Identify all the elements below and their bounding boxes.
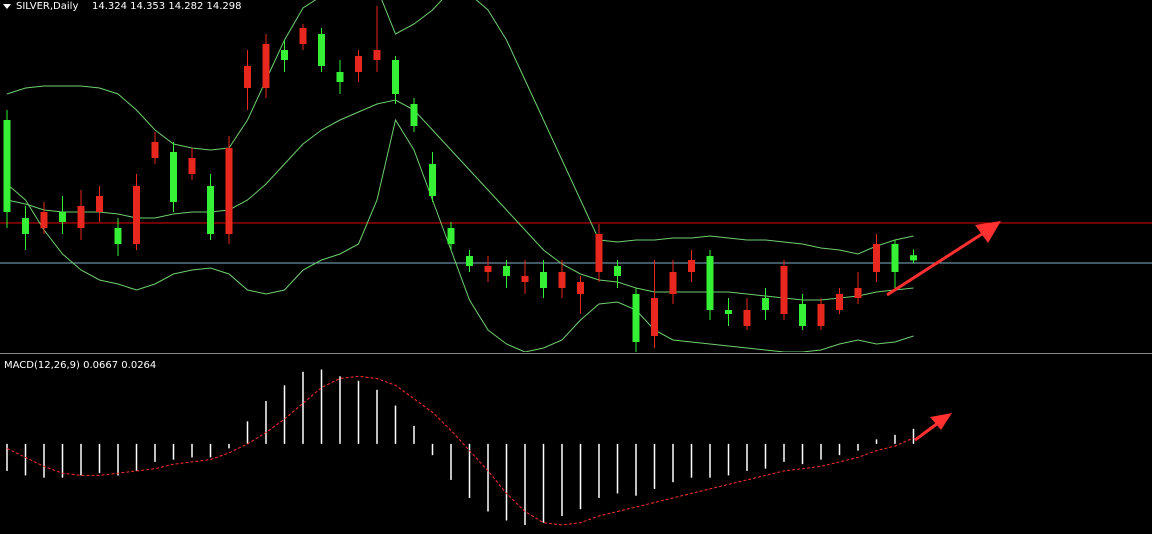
arrow-head [930, 413, 952, 430]
candle-body [244, 66, 251, 88]
candle-body [133, 186, 140, 244]
candle-body [558, 272, 566, 288]
arrow-shaft [914, 421, 939, 442]
candle-body [40, 212, 48, 228]
bollinger-upper [6, 0, 914, 255]
candle-body [373, 50, 381, 60]
arrow-shaft [886, 232, 983, 297]
candle-body [77, 206, 85, 228]
candle-body [614, 266, 621, 276]
candle-body [225, 148, 233, 234]
menu-triangle[interactable] [3, 4, 11, 9]
candle-body [521, 276, 529, 282]
candle-body [336, 72, 344, 82]
candle-body [651, 298, 658, 336]
bollinger-lower [6, 118, 914, 352]
candle-body [188, 158, 196, 174]
macd-panel [6, 369, 915, 526]
candle-body [207, 186, 214, 234]
chart-title: SILVER,Daily [16, 1, 78, 12]
candle-body [873, 244, 880, 272]
candle-body [780, 266, 788, 314]
candle-body [484, 266, 492, 272]
arrow-price [886, 221, 1001, 297]
arrow-head [975, 221, 1001, 243]
arrow-macd [914, 413, 952, 442]
candle-body [836, 294, 843, 310]
candle-body [725, 310, 732, 314]
candle-body [577, 282, 584, 294]
candle-body [355, 56, 362, 72]
candle-body [669, 272, 677, 294]
candle-body [799, 304, 806, 326]
candle-body [743, 310, 751, 326]
candle-body [96, 196, 103, 212]
candle-body [22, 218, 29, 234]
candle-body [3, 120, 11, 212]
signal-line [6, 375, 914, 526]
candle-body [817, 304, 825, 326]
candle-body [318, 34, 325, 66]
candle-body [762, 298, 769, 310]
candle-body [447, 228, 455, 244]
chart-subtitle: 14.324 14.353 14.282 14.298 [92, 1, 242, 12]
candle-body [170, 152, 177, 202]
candle-body [59, 212, 66, 222]
candle-body [392, 60, 399, 94]
candle-body [151, 142, 159, 158]
candle-body [910, 255, 917, 261]
candle-body [706, 256, 714, 310]
candle-body [688, 260, 695, 272]
candle-body [854, 288, 862, 298]
candle-body [595, 234, 603, 272]
candle-body [281, 50, 288, 60]
candle-body [632, 294, 640, 342]
candle-body [429, 164, 436, 196]
macd-title: MACD(12,26,9) 0.0667 0.0264 [4, 360, 156, 371]
candle-body [410, 104, 418, 126]
candle-body [891, 244, 899, 272]
price-panel [0, 0, 1152, 352]
candle-body [299, 28, 307, 44]
candle-body [114, 228, 122, 244]
bollinger-middle [6, 99, 914, 301]
candle-body [503, 266, 510, 276]
candle-body [540, 272, 547, 288]
candle-body [466, 256, 473, 266]
candle-body [262, 44, 270, 88]
